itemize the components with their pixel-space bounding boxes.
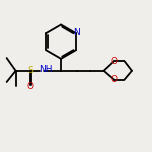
Text: O: O <box>111 57 117 66</box>
Text: S: S <box>28 66 33 75</box>
Text: N: N <box>73 28 80 37</box>
Text: O: O <box>111 75 117 84</box>
Text: O: O <box>27 82 34 91</box>
Text: NH: NH <box>39 65 52 74</box>
